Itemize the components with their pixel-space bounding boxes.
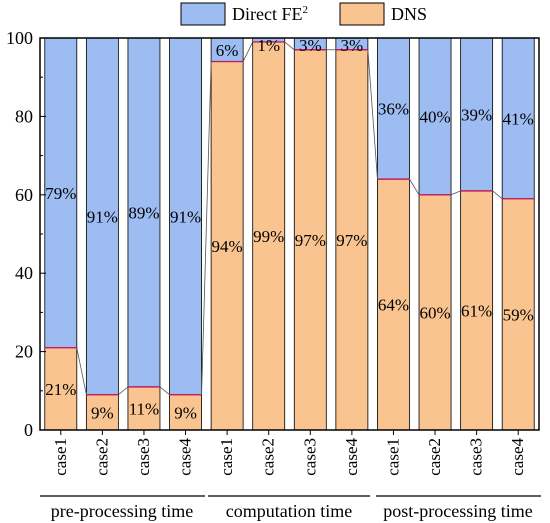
data-label-direct-fe2: 89%	[128, 203, 159, 222]
connector-line	[450, 190, 461, 196]
data-label-dns: 11%	[129, 399, 160, 418]
data-label-dns: 61%	[461, 301, 492, 320]
bar-dns	[85, 394, 119, 431]
data-label-direct-fe2: 3%	[299, 36, 322, 55]
bar-dns	[501, 198, 535, 431]
data-label-direct-fe2: 91%	[87, 207, 118, 226]
legend-label-dns: DNS	[391, 4, 427, 24]
bar-direct-fe2	[85, 37, 119, 396]
bar-dns	[252, 41, 286, 431]
connector-line	[159, 386, 170, 396]
x-tick-label: case4	[176, 438, 195, 476]
group-label-computation: computation time	[226, 501, 352, 521]
connector-line	[242, 41, 254, 62]
x-tick-label: case1	[383, 438, 402, 476]
bar-direct-fe2	[418, 37, 452, 196]
x-tick-label: case2	[259, 438, 278, 476]
bar-dns	[127, 386, 161, 431]
bar-dns	[293, 49, 327, 431]
x-tick-label: case3	[134, 438, 153, 476]
y-tick-label: 20	[15, 342, 33, 362]
bar-dns	[460, 190, 494, 431]
x-tick-label: case2	[425, 438, 444, 476]
data-label-dns: 94%	[212, 237, 243, 256]
legend-swatch-dns	[339, 2, 385, 26]
connector-line	[409, 178, 420, 196]
x-tick-label: case1	[217, 438, 236, 476]
data-label-dns: 9%	[174, 403, 197, 422]
bar-direct-fe2	[460, 37, 494, 192]
connector-line	[76, 347, 87, 395]
x-tick-label: case2	[92, 438, 111, 476]
data-label-dns: 21%	[45, 380, 76, 399]
bar-dns	[335, 49, 369, 431]
bar-direct-fe2	[377, 37, 410, 180]
y-tick-label: 40	[15, 263, 33, 283]
data-label-dns: 9%	[91, 403, 114, 422]
legend-label-direct-fe2: Direct FE2	[232, 4, 308, 24]
x-tick-label: case3	[467, 438, 486, 476]
data-label-direct-fe2: 79%	[45, 184, 76, 203]
legend-swatch-direct-fe2	[180, 2, 226, 26]
bar-dns	[169, 394, 202, 431]
data-label-dns: 97%	[336, 231, 367, 250]
y-tick-label: 80	[15, 106, 33, 126]
x-tick-label: case3	[300, 438, 319, 476]
connector-line	[118, 386, 129, 396]
y-tick-label: 60	[15, 185, 33, 205]
y-axis: 0 20 40 60 80 100	[6, 28, 46, 440]
group-label-post-processing: post-processing time	[383, 501, 532, 521]
x-tick-label: case4	[342, 438, 361, 476]
x-tick-label: case4	[508, 438, 527, 476]
data-label-dns: 60%	[419, 303, 450, 322]
connector-line	[492, 190, 503, 200]
data-label-direct-fe2: 41%	[503, 109, 534, 128]
x-tick-label: case1	[51, 438, 70, 476]
bar-direct-fe2	[501, 37, 535, 200]
data-label-direct-fe2: 36%	[378, 100, 409, 119]
data-label-direct-fe2: 6%	[216, 41, 239, 60]
data-label-direct-fe2: 39%	[461, 105, 492, 124]
group-label-pre-processing: pre-processing time	[51, 501, 193, 521]
data-label-dns: 64%	[378, 296, 409, 315]
data-label-dns: 97%	[295, 231, 326, 250]
y-tick-label: 100	[6, 28, 33, 48]
bar-dns	[44, 347, 78, 431]
connector-line	[367, 49, 378, 180]
y-tick-label: 0	[24, 420, 33, 440]
bar-direct-fe2	[44, 37, 78, 349]
connector-line	[284, 41, 295, 51]
data-label-direct-fe2: 91%	[170, 207, 201, 226]
bar-direct-fe2	[127, 37, 161, 388]
bar-direct-fe2	[169, 37, 202, 396]
bar-dns	[210, 61, 244, 431]
data-label-direct-fe2: 40%	[419, 107, 450, 126]
data-label-direct-fe2: 1%	[257, 36, 280, 55]
data-label-dns: 59%	[503, 305, 534, 324]
group-labels: pre-processing time computation time pos…	[40, 495, 541, 521]
data-label-dns: 99%	[253, 227, 284, 246]
legend: Direct FE2 DNS	[180, 2, 427, 26]
data-label-direct-fe2: 3%	[341, 36, 364, 55]
connector-line	[201, 61, 212, 395]
